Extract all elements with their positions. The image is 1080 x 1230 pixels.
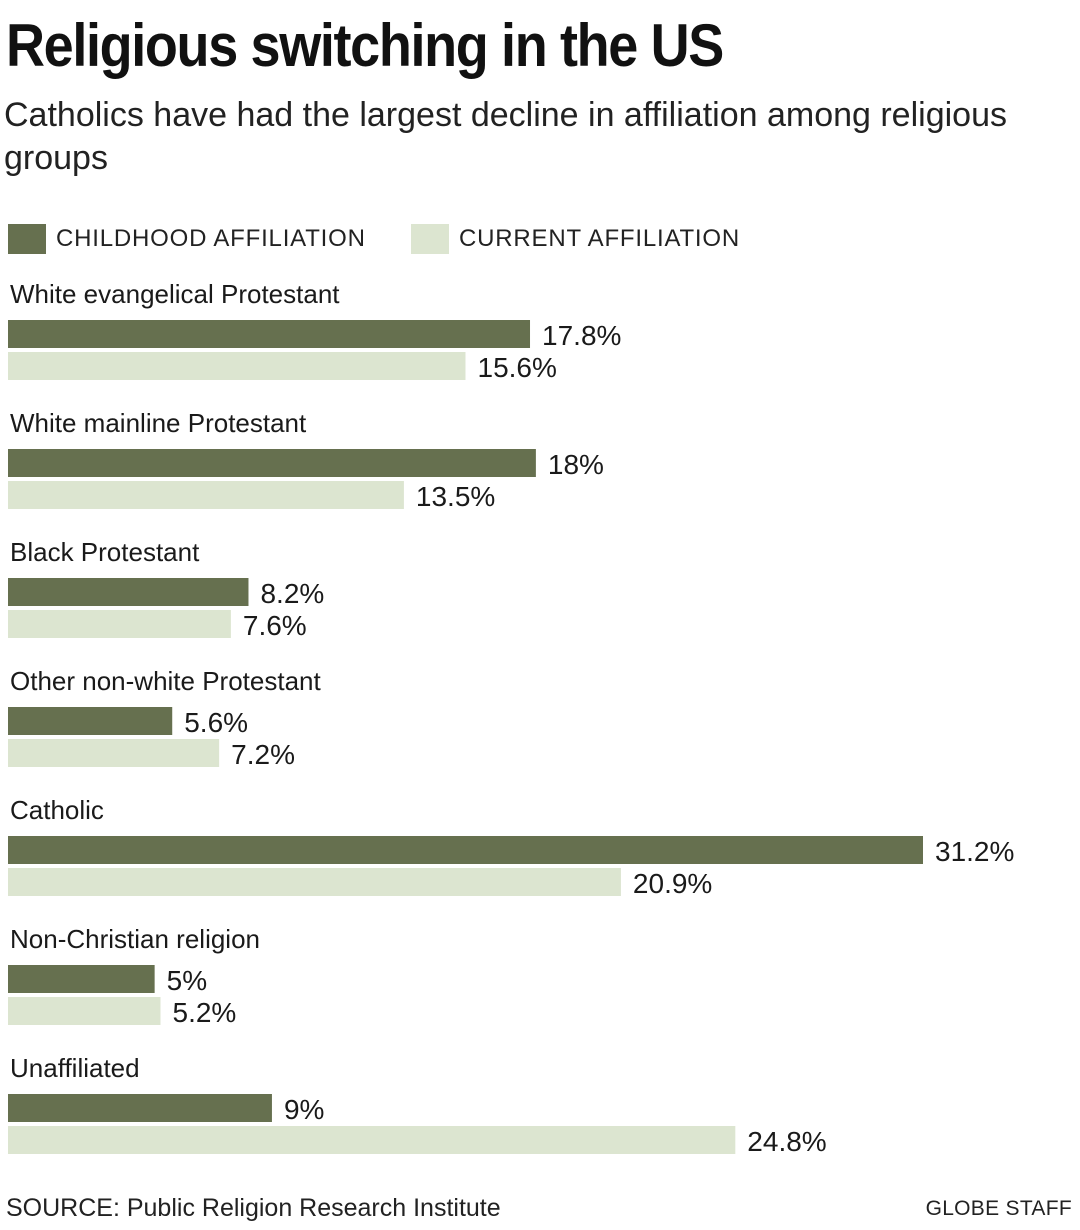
chart-title: Religious switching in the US	[6, 12, 724, 79]
bar-childhood-other-non-white-protestant	[8, 707, 173, 735]
legend-swatch-current	[411, 224, 449, 254]
category-label-white-mainline-protestant: White mainline Protestant	[10, 408, 307, 438]
legend-swatch-childhood	[8, 224, 46, 254]
value-label-current-white-mainline-protestant: 13.5%	[416, 481, 495, 512]
bar-current-white-evangelical-protestant	[8, 352, 466, 380]
value-label-current-black-protestant: 7.6%	[243, 610, 307, 641]
legend-label-childhood: CHILDHOOD AFFILIATION	[56, 225, 366, 252]
value-label-current-catholic: 20.9%	[633, 868, 712, 899]
bar-current-non-christian-religion	[8, 997, 161, 1025]
value-label-childhood-white-evangelical-protestant: 17.8%	[542, 320, 621, 351]
category-label-unaffiliated: Unaffiliated	[10, 1053, 140, 1083]
bar-childhood-catholic	[8, 836, 923, 864]
bar-current-catholic	[8, 868, 621, 896]
legend-item-current: CURRENT AFFILIATION	[411, 222, 740, 256]
value-label-childhood-white-mainline-protestant: 18%	[548, 449, 604, 480]
value-label-childhood-black-protestant: 8.2%	[260, 578, 324, 609]
chart-subtitle: Catholics have had the largest decline i…	[4, 96, 1007, 177]
credit-note: GLOBE STAFF	[925, 1197, 1072, 1220]
value-label-current-unaffiliated: 24.8%	[747, 1126, 826, 1157]
legend-item-childhood: CHILDHOOD AFFILIATION	[8, 222, 366, 256]
bar-childhood-black-protestant	[8, 578, 249, 606]
category-label-white-evangelical-protestant: White evangelical Protestant	[10, 279, 340, 309]
bar-chart: White evangelical Protestant 17.8%15.6% Wh…	[8, 279, 1014, 1157]
bar-childhood-white-mainline-protestant	[8, 449, 536, 477]
value-label-childhood-catholic: 31.2%	[935, 836, 1014, 867]
category-label-non-christian-religion: Non-Christian religion	[10, 924, 260, 954]
bar-current-black-protestant	[8, 610, 231, 638]
value-label-childhood-other-non-white-protestant: 5.6%	[184, 707, 248, 738]
source-note: SOURCE: Public Religion Research Institu…	[6, 1194, 501, 1222]
value-label-childhood-unaffiliated: 9%	[284, 1094, 324, 1125]
legend-label-current: CURRENT AFFILIATION	[459, 225, 741, 252]
bar-childhood-white-evangelical-protestant	[8, 320, 531, 348]
category-label-other-non-white-protestant: Other non-white Protestant	[10, 666, 321, 696]
bar-current-unaffiliated	[8, 1126, 736, 1154]
value-label-current-non-christian-religion: 5.2%	[173, 997, 237, 1028]
value-label-childhood-non-christian-religion: 5%	[167, 965, 207, 996]
bar-current-white-mainline-protestant	[8, 481, 404, 509]
bar-childhood-non-christian-religion	[8, 965, 155, 993]
category-label-catholic: Catholic	[10, 795, 104, 825]
bar-current-other-non-white-protestant	[8, 739, 220, 767]
category-label-black-protestant: Black Protestant	[10, 537, 200, 567]
bar-childhood-unaffiliated	[8, 1094, 272, 1122]
value-label-current-other-non-white-protestant: 7.2%	[231, 739, 295, 770]
value-label-current-white-evangelical-protestant: 15.6%	[478, 352, 557, 383]
